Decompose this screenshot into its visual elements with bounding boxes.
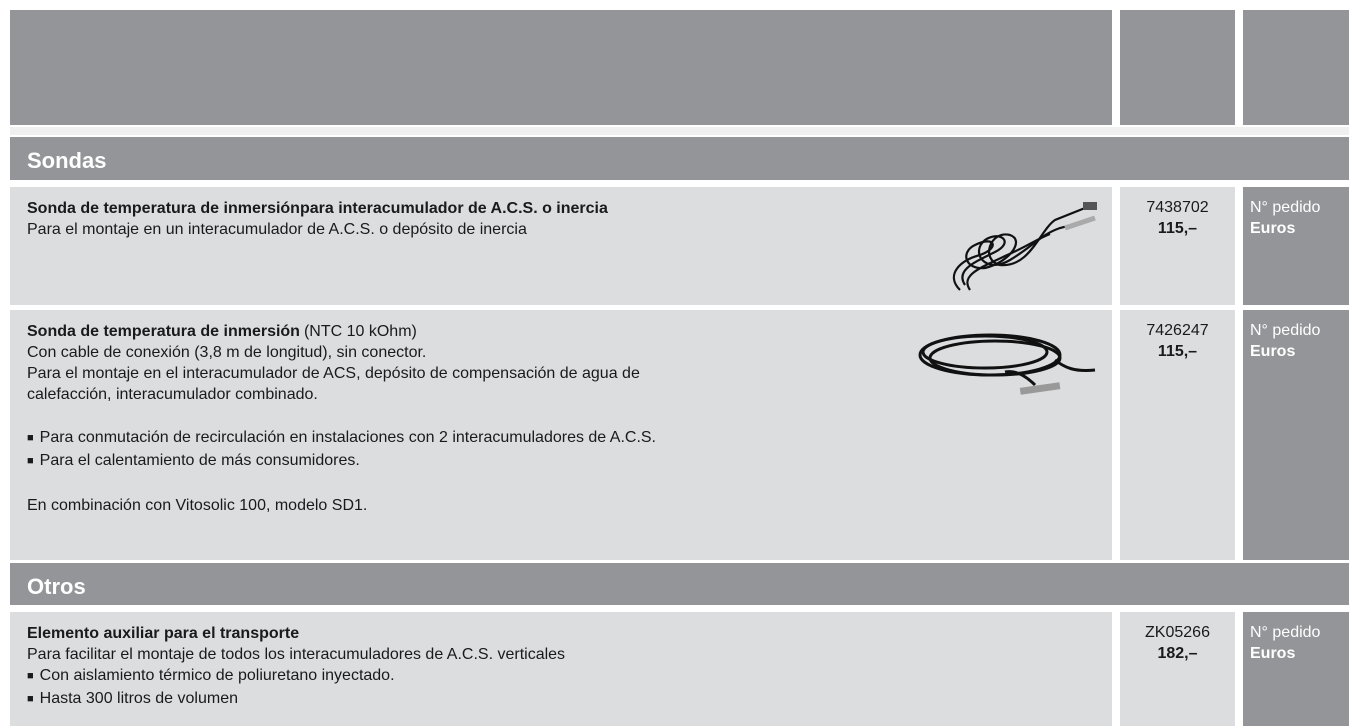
item-description: Sonda de temperatura de inmersión (NTC 10… — [10, 310, 1112, 560]
header-band — [1243, 10, 1349, 125]
bullet-item: Con aislamiento térmico de poliuretano i… — [27, 665, 1112, 688]
section-title: Sondas — [10, 137, 1349, 180]
order-number: 7426247 — [1146, 322, 1209, 339]
description-line: Para el montaje en el interacumulador de… — [27, 365, 640, 382]
item-note: En combinación con Vitosolic 100, modelo… — [27, 497, 368, 514]
price: 115,– — [1157, 220, 1198, 237]
bullet-list: Con aislamiento térmico de poliuretano i… — [27, 665, 1112, 711]
header-band — [1120, 10, 1235, 125]
price: 115,– — [1157, 343, 1198, 360]
price-label: Euros — [1250, 645, 1296, 662]
label-cell: N° pedido Euros — [1243, 187, 1349, 305]
item-description: Elemento auxiliar para el transporte Para… — [10, 612, 1112, 726]
order-label: N° pedido — [1250, 322, 1321, 339]
order-cell: 7426247 115,– — [1120, 310, 1235, 560]
description-line: calefacción, interacumulador combinado. — [27, 386, 318, 403]
order-cell: ZK05266 182,– — [1120, 612, 1235, 726]
label-cell: N° pedido Euros — [1243, 612, 1349, 726]
item-title-suffix: (NTC 10 kOhm) — [303, 323, 417, 340]
bullet-item: Hasta 300 litros de volumen — [27, 688, 1112, 711]
product-image — [952, 202, 1097, 291]
order-label: N° pedido — [1250, 199, 1321, 216]
header-band — [10, 10, 1112, 125]
item-title-line: Sonda de temperatura de inmersión (NTC 10… — [27, 321, 1112, 342]
bullet-item: Para el calentamiento de más consumidore… — [27, 450, 1112, 473]
item-title-line: Sonda de temperatura de inmersiónpara in… — [27, 198, 1112, 219]
item-title-line: Elemento auxiliar para el transporte — [27, 623, 1112, 644]
price-label: Euros — [1250, 220, 1296, 237]
label-cell: N° pedido Euros — [1243, 310, 1349, 560]
item-title: Sonda de temperatura de inmersiónpara in… — [27, 200, 608, 217]
price-label: Euros — [1250, 343, 1296, 360]
product-image — [918, 333, 1096, 395]
item-title: Elemento auxiliar para el transporte — [27, 625, 300, 642]
bullet-item: Para conmutación de recirculación en ins… — [27, 427, 1112, 450]
order-number: ZK05266 — [1145, 624, 1210, 641]
description-line: Para facilitar el montaje de todos los i… — [27, 646, 566, 663]
bullet-list: Para conmutación de recirculación en ins… — [27, 427, 1112, 473]
order-number: 7438702 — [1146, 199, 1209, 216]
item-title: Sonda de temperatura de inmersión — [27, 323, 300, 340]
order-label: N° pedido — [1250, 624, 1321, 641]
price: 182,– — [1157, 645, 1198, 662]
description-line: Para el montaje en un interacumulador de… — [27, 221, 527, 238]
item-description: Sonda de temperatura de inmersiónpara in… — [10, 187, 1112, 305]
description-line: Con cable de conexión (3,8 m de longitud… — [27, 344, 427, 361]
section-title: Otros — [10, 563, 1349, 605]
order-cell: 7438702 115,– — [1120, 187, 1235, 305]
separator — [10, 127, 1349, 135]
